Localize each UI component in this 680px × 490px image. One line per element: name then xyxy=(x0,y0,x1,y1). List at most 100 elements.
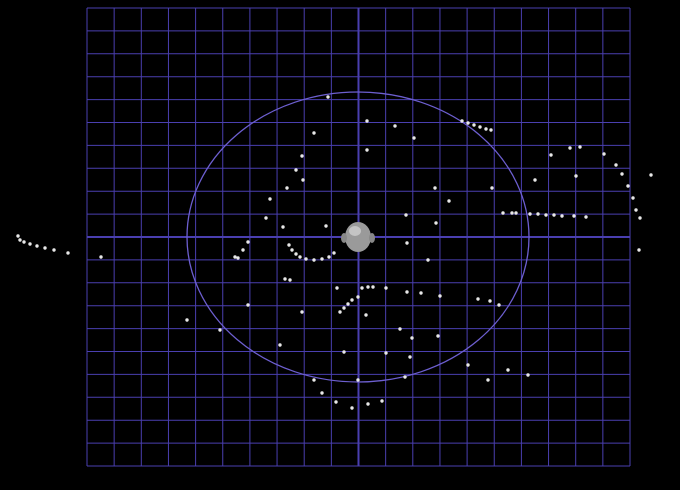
point xyxy=(631,196,635,200)
point xyxy=(342,350,346,354)
point xyxy=(218,328,222,332)
point xyxy=(342,306,346,310)
point xyxy=(332,251,336,255)
point xyxy=(552,213,556,217)
point xyxy=(489,128,493,132)
point xyxy=(246,240,250,244)
point xyxy=(185,318,189,322)
point xyxy=(478,125,482,129)
point xyxy=(447,199,451,203)
point xyxy=(514,211,518,215)
point xyxy=(476,297,480,301)
point xyxy=(438,294,442,298)
point xyxy=(366,402,370,406)
point xyxy=(290,248,294,252)
point xyxy=(533,178,537,182)
point xyxy=(560,214,564,218)
point xyxy=(380,399,384,403)
point xyxy=(602,152,606,156)
point xyxy=(285,186,289,190)
point xyxy=(22,240,26,244)
point xyxy=(300,310,304,314)
point xyxy=(410,336,414,340)
point xyxy=(405,290,409,294)
point xyxy=(298,255,302,259)
ear xyxy=(341,233,347,243)
point xyxy=(544,213,548,217)
point xyxy=(549,153,553,157)
point xyxy=(384,286,388,290)
point xyxy=(264,216,268,220)
point xyxy=(526,373,530,377)
point xyxy=(436,334,440,338)
point xyxy=(294,252,298,256)
point xyxy=(281,225,285,229)
point xyxy=(327,255,331,259)
point xyxy=(364,313,368,317)
point xyxy=(294,168,298,172)
point xyxy=(99,255,103,259)
point xyxy=(637,248,641,252)
point xyxy=(278,343,282,347)
point xyxy=(241,248,245,252)
point xyxy=(288,278,292,282)
point xyxy=(28,242,32,246)
point xyxy=(35,244,39,248)
point xyxy=(484,127,488,131)
point xyxy=(356,378,360,382)
point xyxy=(419,291,423,295)
point xyxy=(404,213,408,217)
point xyxy=(300,154,304,158)
point xyxy=(312,131,316,135)
point xyxy=(472,123,476,127)
points xyxy=(16,95,653,410)
point xyxy=(16,234,20,238)
point xyxy=(384,351,388,355)
point xyxy=(506,368,510,372)
point xyxy=(393,124,397,128)
point xyxy=(488,299,492,303)
point xyxy=(433,186,437,190)
point xyxy=(536,212,540,216)
point xyxy=(326,95,330,99)
point xyxy=(614,163,618,167)
point xyxy=(434,221,438,225)
point xyxy=(568,146,572,150)
point xyxy=(510,211,514,215)
point xyxy=(584,215,588,219)
point xyxy=(497,303,501,307)
point xyxy=(301,178,305,182)
point xyxy=(350,406,354,410)
point xyxy=(634,208,638,212)
point xyxy=(346,302,350,306)
point xyxy=(320,257,324,261)
point xyxy=(365,148,369,152)
ear xyxy=(369,233,375,243)
point xyxy=(236,256,240,260)
point xyxy=(18,238,22,242)
point xyxy=(324,224,328,228)
point xyxy=(338,310,342,314)
point xyxy=(649,173,653,177)
grid xyxy=(86,7,631,467)
point xyxy=(626,184,630,188)
point xyxy=(403,375,407,379)
point xyxy=(412,136,416,140)
point xyxy=(574,174,578,178)
point xyxy=(246,303,250,307)
point xyxy=(620,172,624,176)
point xyxy=(52,248,56,252)
point xyxy=(365,119,369,123)
point xyxy=(405,241,409,245)
point xyxy=(312,378,316,382)
point xyxy=(466,363,470,367)
point xyxy=(460,119,464,123)
point xyxy=(287,243,291,247)
point xyxy=(398,327,402,331)
point xyxy=(501,211,505,215)
point xyxy=(360,286,364,290)
point xyxy=(268,197,272,201)
point xyxy=(320,391,324,395)
